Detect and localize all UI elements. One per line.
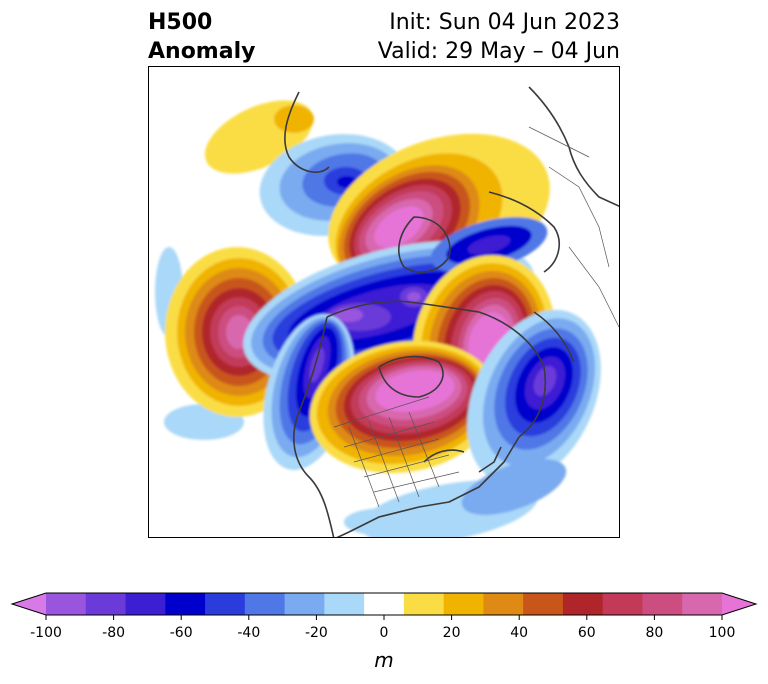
colorbar-units: m (374, 648, 394, 672)
colorbar-segment (46, 593, 87, 615)
colorbar-tick-label: -60 (169, 625, 193, 641)
colorbar-segment (85, 593, 127, 615)
colorbar-segment (324, 593, 365, 615)
colorbar-segment (284, 593, 325, 615)
colorbar-tick-label: -80 (102, 625, 126, 641)
map-title: H500 Anomaly (148, 8, 255, 66)
colorbar-segment (205, 593, 246, 615)
colorbar-segment (642, 593, 683, 615)
colorbar-segment (403, 593, 445, 615)
colorbar-extend-high (722, 593, 756, 615)
colorbar-tick-label: 40 (510, 625, 529, 641)
colorbar-segment (602, 593, 643, 615)
title-line-1: H500 (148, 10, 213, 35)
anomaly-map (148, 66, 620, 538)
colorbar-tick-label: -20 (304, 625, 328, 641)
anomaly-map-graphic (155, 86, 619, 537)
colorbar-segment (244, 593, 286, 615)
valid-range: Valid: 29 May – 04 Jun (377, 39, 620, 64)
colorbar-segment (165, 593, 206, 615)
colorbar-tick-label: 80 (645, 625, 664, 641)
colorbar-segment (682, 593, 723, 615)
title-line-2: Anomaly (148, 39, 256, 64)
colorbar-tick-label: 60 (577, 625, 596, 641)
trough-europe (467, 309, 601, 485)
colorbar-segment (483, 593, 524, 615)
init-date: Init: Sun 04 Jun 2023 (389, 10, 620, 35)
colorbar-tick-label: 20 (442, 625, 461, 641)
colorbar-segment (443, 593, 484, 615)
colorbar-extend-low (12, 593, 46, 615)
colorbar-tick-label: 100 (708, 625, 736, 641)
colorbar-segment (523, 593, 564, 615)
colorbar-segment (364, 593, 405, 615)
colorbar-segment (562, 593, 604, 615)
colorbar-tick-label: 0 (379, 625, 389, 641)
colorbar-segment (125, 593, 166, 615)
colorbar-tick-label: -40 (237, 625, 261, 641)
borders (333, 126, 619, 508)
date-info: Init: Sun 04 Jun 2023 Valid: 29 May – 04… (378, 8, 620, 66)
colorbar-tick-label: -100 (30, 625, 62, 641)
colorbar (0, 585, 768, 675)
colorbar-graphic (10, 592, 758, 620)
